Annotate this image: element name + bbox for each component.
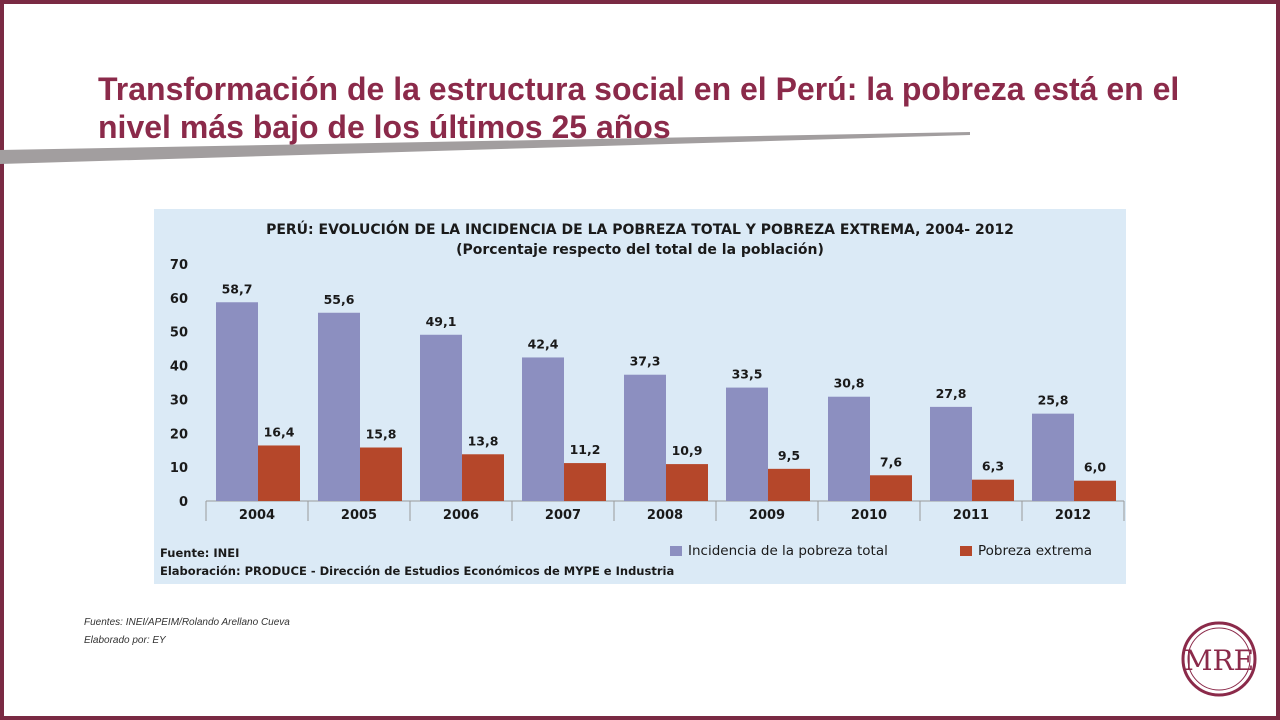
legend-item-total: Incidencia de la pobreza total xyxy=(670,543,888,559)
y-tick-label: 10 xyxy=(170,461,188,476)
data-label-total: 25,8 xyxy=(1038,393,1069,408)
mre-logo: MRE xyxy=(1181,621,1257,697)
data-label-extreme: 11,2 xyxy=(570,442,601,457)
bar-extreme-poverty xyxy=(666,464,708,501)
legend-swatch-total xyxy=(670,546,682,556)
x-tick-label: 2011 xyxy=(953,508,989,523)
legend-item-extreme: Pobreza extrema xyxy=(960,543,1092,559)
bar-total-poverty xyxy=(1032,413,1074,501)
y-tick-label: 60 xyxy=(170,292,188,307)
y-tick-label: 30 xyxy=(170,393,188,408)
data-label-extreme: 10,9 xyxy=(672,443,703,458)
bar-total-poverty xyxy=(726,387,768,501)
x-tick-label: 2005 xyxy=(341,508,377,523)
x-tick-label: 2007 xyxy=(545,508,581,523)
bar-total-poverty xyxy=(828,396,870,501)
chart-panel: PERÚ: EVOLUCIÓN DE LA INCIDENCIA DE LA P… xyxy=(154,209,1126,584)
chart-source-note: Fuente: INEI xyxy=(160,546,240,560)
bar-extreme-poverty xyxy=(768,468,810,501)
data-label-extreme: 6,3 xyxy=(982,459,1004,474)
x-tick-label: 2010 xyxy=(851,508,887,523)
title-swoosh xyxy=(0,132,970,164)
logo-text: MRE xyxy=(1184,644,1254,677)
data-label-extreme: 6,0 xyxy=(1084,460,1106,475)
x-tick-label: 2012 xyxy=(1055,508,1091,523)
data-label-total: 30,8 xyxy=(834,376,865,391)
bar-total-poverty xyxy=(216,302,258,501)
chart-subtitle: (Porcentaje respecto del total de la pob… xyxy=(456,242,824,258)
bar-total-poverty xyxy=(624,374,666,501)
data-label-extreme: 15,8 xyxy=(366,427,397,442)
x-tick-label: 2008 xyxy=(647,508,683,523)
data-label-total: 49,1 xyxy=(426,314,457,329)
slide-title: Transformación de la estructura social e… xyxy=(98,71,1180,145)
chart-title: PERÚ: EVOLUCIÓN DE LA INCIDENCIA DE LA P… xyxy=(266,222,1014,238)
data-label-extreme: 16,4 xyxy=(264,424,295,439)
bar-extreme-poverty xyxy=(564,463,606,501)
bar-extreme-poverty xyxy=(258,445,300,501)
data-label-total: 37,3 xyxy=(630,354,661,369)
bar-extreme-poverty xyxy=(870,475,912,501)
data-label-total: 33,5 xyxy=(732,367,763,382)
bar-total-poverty xyxy=(420,334,462,501)
y-tick-label: 40 xyxy=(170,360,188,375)
legend-label-extreme: Pobreza extrema xyxy=(978,543,1093,559)
legend-swatch-extreme xyxy=(960,546,972,556)
x-tick-label: 2004 xyxy=(239,508,275,523)
bar-extreme-poverty xyxy=(462,454,504,501)
data-label-total: 42,4 xyxy=(528,336,559,351)
bar-chart: 0 10 20 30 40 50 60 70 2004 58,7 16,4 2005 55,6 15,8 2… xyxy=(170,258,1125,523)
bar-extreme-poverty xyxy=(1074,480,1116,501)
bar-extreme-poverty xyxy=(360,447,402,501)
legend-label-total: Incidencia de la pobreza total xyxy=(688,543,888,559)
slide-sources: Fuentes: INEI/APEIM/Rolando Arellano Cue… xyxy=(84,617,290,628)
data-label-total: 58,7 xyxy=(222,281,253,296)
x-tick-label: 2009 xyxy=(749,508,785,523)
y-tick-label: 50 xyxy=(170,326,188,341)
data-label-total: 27,8 xyxy=(936,386,967,401)
bar-total-poverty xyxy=(522,357,564,501)
chart-elaboration-note: Elaboración: PRODUCE - Dirección de Estu… xyxy=(160,564,675,578)
data-label-extreme: 7,6 xyxy=(880,454,902,469)
bar-total-poverty xyxy=(318,312,360,501)
x-tick-label: 2006 xyxy=(443,508,479,523)
data-label-extreme: 13,8 xyxy=(468,433,499,448)
bar-extreme-poverty xyxy=(972,479,1014,501)
slide-prepared-by: Elaborado por: EY xyxy=(84,635,166,646)
data-label-total: 55,6 xyxy=(324,292,355,307)
data-label-extreme: 9,5 xyxy=(778,448,800,463)
y-tick-label: 70 xyxy=(170,258,188,273)
y-tick-label: 0 xyxy=(179,495,188,510)
bar-total-poverty xyxy=(930,406,972,501)
y-tick-label: 20 xyxy=(170,427,188,442)
